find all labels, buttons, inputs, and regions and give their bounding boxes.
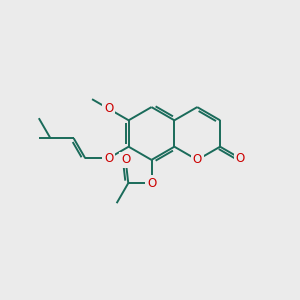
Text: O: O bbox=[147, 177, 156, 190]
Text: O: O bbox=[104, 102, 113, 115]
Text: O: O bbox=[193, 153, 202, 167]
Text: O: O bbox=[104, 152, 113, 165]
Text: O: O bbox=[236, 152, 245, 165]
Text: O: O bbox=[121, 153, 130, 167]
